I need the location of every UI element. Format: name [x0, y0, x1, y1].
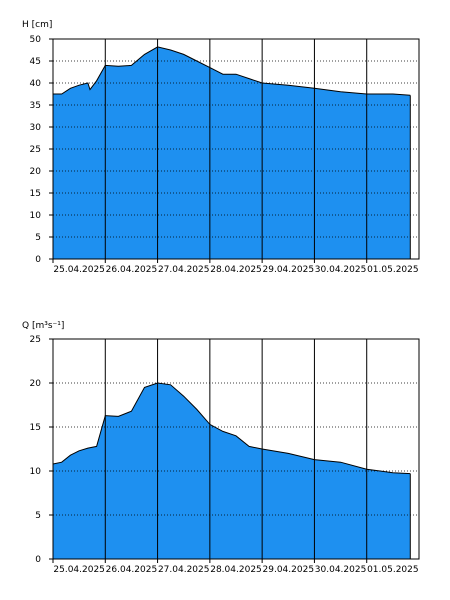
discharge-y-tick-label: 10	[30, 467, 42, 477]
water-level-y-tick-label: 20	[30, 167, 42, 177]
discharge-y-tick-label: 20	[30, 379, 42, 389]
discharge-y-tick-label: 0	[35, 555, 41, 565]
water-level-y-tick-label: 40	[30, 79, 42, 89]
discharge-x-tick-label: 28.04.2025	[210, 565, 262, 575]
discharge-x-tick-label: 25.04.2025	[53, 565, 105, 575]
water-level-x-tick-label: 28.04.2025	[210, 265, 262, 275]
water-level-y-tick-label: 15	[30, 189, 41, 199]
water-level-y-axis-title: H [cm]	[22, 20, 52, 30]
water-level-y-tick-label: 5	[35, 233, 41, 243]
discharge-chart: Q [m³s⁻¹] 0 5 10 15 20 25 25.04.2025 26.04.2025…	[22, 321, 420, 575]
water-level-x-tick-label: 01.05.2025	[367, 265, 419, 275]
water-level-y-tick-label: 50	[30, 35, 42, 45]
water-level-x-tick-label: 26.04.2025	[106, 265, 158, 275]
water-level-x-tick-label: 29.04.2025	[263, 265, 315, 275]
water-level-series-line	[53, 46, 411, 96]
discharge-x-tick-label: 30.04.2025	[315, 565, 367, 575]
water-level-plot: 0 5 10 15 20 25 30 35 40 45 50 25.04.2025 26.04.2025…	[30, 35, 420, 275]
discharge-x-tick-label: 29.04.2025	[263, 565, 315, 575]
discharge-y-tick-label: 25	[30, 335, 41, 345]
discharge-plot-frame	[52, 338, 420, 560]
discharge-x-tick-label: 01.05.2025	[367, 565, 419, 575]
water-level-y-tick-label: 0	[35, 255, 41, 265]
water-level-chart: H [cm] 0 5 10 15 20 25 30 35 40 45 50 25.04.2025 26.…	[22, 20, 420, 275]
discharge-y-tick-label: 15	[30, 423, 41, 433]
water-level-y-tick-label: 25	[30, 145, 41, 155]
discharge-x-tick-label: 26.04.2025	[106, 565, 158, 575]
water-level-y-tick-label: 10	[30, 211, 42, 221]
water-level-x-tick-label: 25.04.2025	[53, 265, 105, 275]
water-level-y-tick-label: 30	[30, 123, 42, 133]
water-level-y-tick-label: 45	[30, 57, 41, 67]
water-level-y-tick-label: 35	[30, 101, 41, 111]
discharge-x-tick-label: 27.04.2025	[158, 565, 210, 575]
discharge-y-axis-title: Q [m³s⁻¹]	[22, 321, 64, 331]
water-level-area-fill	[53, 46, 411, 260]
water-level-plot-frame	[52, 38, 420, 260]
water-level-x-tick-label: 30.04.2025	[315, 265, 367, 275]
discharge-y-tick-label: 5	[35, 511, 41, 521]
water-level-x-tick-label: 27.04.2025	[158, 265, 210, 275]
discharge-plot: 0 5 10 15 20 25 25.04.2025 26.04.2025 27.04.2025…	[30, 335, 420, 575]
